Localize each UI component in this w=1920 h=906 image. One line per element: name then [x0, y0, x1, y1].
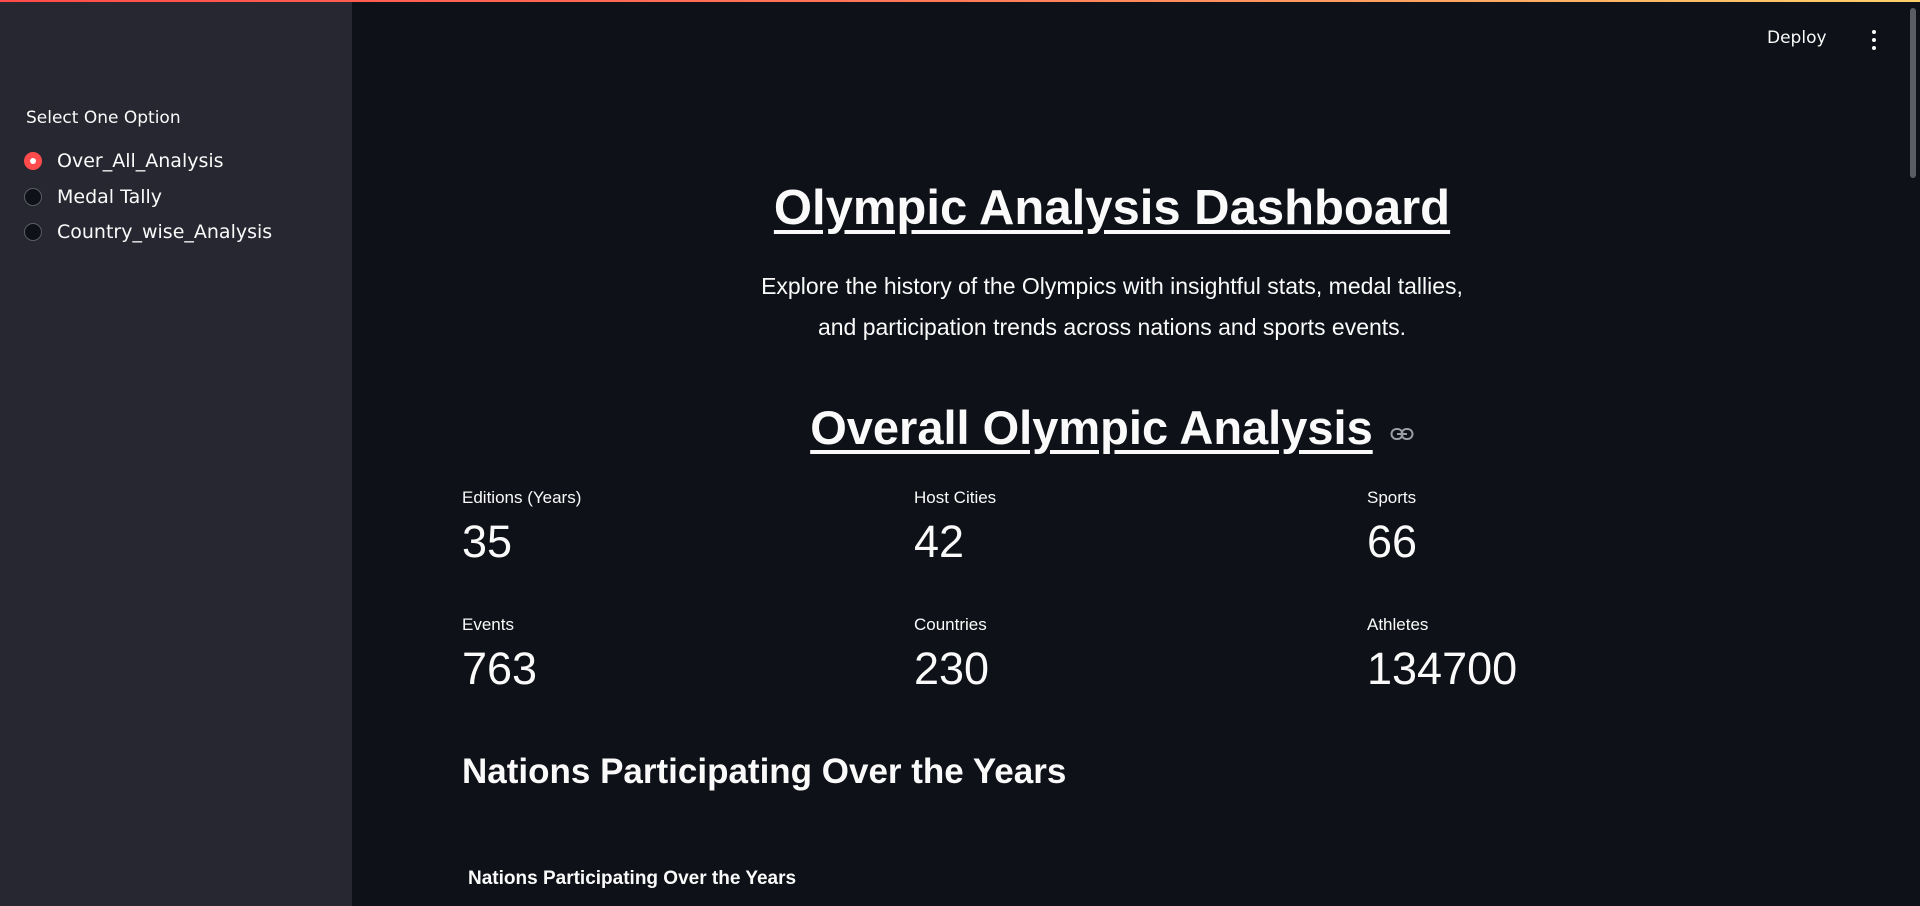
metric-label: Countries — [914, 615, 987, 634]
metric-countries: Countries 230 — [914, 615, 989, 695]
metric-label: Events — [462, 615, 514, 634]
metric-label: Athletes — [1367, 615, 1429, 634]
chart-title: Nations Participating Over the Years — [468, 868, 797, 889]
section-title: Overall Olympic Analysis — [810, 401, 1373, 454]
metric-sports: Sports 66 — [1367, 488, 1417, 568]
radio-checked-icon[interactable] — [24, 152, 42, 170]
deploy-button[interactable]: Deploy — [1767, 28, 1827, 48]
metric-value: 134700 — [1367, 643, 1518, 694]
radio-option-label: Country_wise_Analysis — [57, 221, 273, 243]
radio-option-medal-tally[interactable]: Medal Tally — [24, 186, 162, 208]
sidebar: Select One Option Over_All_Analysis Meda… — [0, 0, 352, 906]
radio-unchecked-icon[interactable] — [24, 188, 42, 206]
section-heading-container: Overall Olympic Analysis — [352, 400, 1872, 455]
metric-value: 35 — [462, 516, 513, 567]
radio-group-label: Select One Option — [26, 108, 181, 128]
metric-value: 230 — [914, 643, 990, 694]
main-content — [352, 0, 1920, 906]
metric-value: 42 — [914, 516, 965, 567]
metric-label: Sports — [1367, 488, 1417, 507]
radio-option-country-wise-analysis[interactable]: Country_wise_Analysis — [24, 221, 272, 243]
radio-unchecked-icon[interactable] — [24, 223, 42, 241]
radio-option-over-all-analysis[interactable]: Over_All_Analysis — [24, 150, 224, 172]
page-title: Olympic Analysis Dashboard — [773, 181, 1451, 235]
page-subtitle: Explore the history of the Olympics with… — [352, 266, 1872, 348]
subtitle-line: and participation trends across nations … — [817, 314, 1407, 340]
metric-athletes: Athletes 134700 — [1367, 615, 1517, 695]
metric-host-cities: Host Cities 42 — [914, 488, 996, 568]
radio-option-label: Over_All_Analysis — [57, 150, 224, 172]
main-menu-icon[interactable] — [1871, 30, 1877, 50]
metric-label: Editions (Years) — [462, 488, 582, 507]
metric-value: 763 — [462, 643, 538, 694]
radio-option-label: Medal Tally — [57, 186, 163, 208]
link-icon[interactable] — [1390, 426, 1414, 445]
metric-label: Host Cities — [914, 488, 997, 507]
metric-editions: Editions (Years) 35 — [462, 488, 581, 568]
metric-events: Events 763 — [462, 615, 537, 695]
top-decoration-bar — [0, 0, 1920, 2]
scrollbar[interactable] — [1910, 8, 1916, 178]
subsection-title: Nations Participating Over the Years — [462, 752, 1067, 791]
subtitle-line: Explore the history of the Olympics with… — [761, 273, 1463, 299]
metric-value: 66 — [1367, 516, 1418, 567]
